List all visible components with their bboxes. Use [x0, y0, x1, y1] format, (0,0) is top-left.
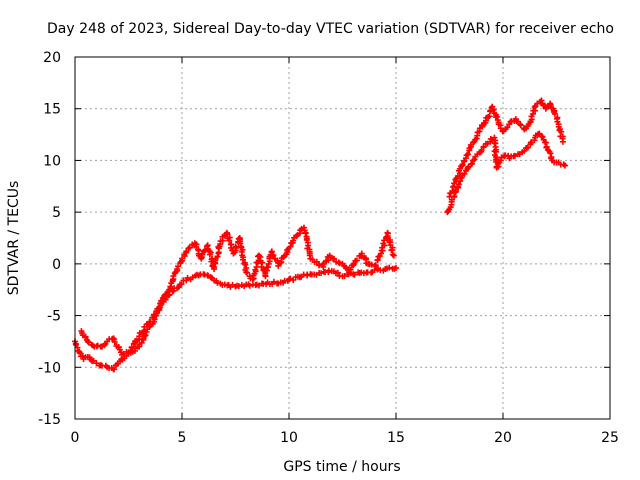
axis-ticks	[74, 56, 611, 420]
data-point	[341, 273, 348, 280]
y-tick-label: -10	[38, 360, 61, 376]
data-point	[380, 240, 387, 247]
data-point	[511, 152, 518, 159]
data-point	[111, 339, 118, 346]
data-points	[72, 97, 569, 373]
data-point	[449, 188, 456, 195]
data-point	[372, 262, 379, 269]
data-point	[262, 272, 269, 279]
x-tick-label: 15	[387, 430, 405, 446]
data-point	[178, 281, 185, 288]
data-series	[444, 130, 569, 216]
data-point	[524, 144, 531, 151]
data-point	[547, 150, 554, 157]
x-tick-label: 10	[280, 430, 298, 446]
x-tick-label: 0	[71, 430, 80, 446]
data-point	[142, 332, 149, 339]
data-point	[471, 156, 478, 163]
data-point	[184, 274, 191, 281]
data-point	[93, 360, 100, 367]
data-point	[334, 269, 341, 276]
grid-lines	[75, 57, 610, 419]
data-point	[547, 101, 554, 108]
data-point	[293, 233, 300, 240]
data-point	[551, 110, 558, 117]
y-axis-label: SDTVAR / TECUs	[6, 181, 22, 296]
data-point	[128, 344, 135, 351]
chart-title: Day 248 of 2023, Sidereal Day-to-day VTE…	[47, 21, 614, 37]
x-tick-label: 20	[494, 430, 512, 446]
data-point	[232, 243, 239, 250]
x-tick-labels: 0 5 10 15 20 25	[71, 430, 619, 446]
data-point	[335, 259, 342, 266]
data-point	[517, 122, 524, 129]
data-point	[347, 266, 354, 273]
y-tick-label: 5	[52, 205, 61, 221]
data-point	[246, 282, 253, 289]
data-point	[270, 252, 277, 259]
data-point	[559, 138, 566, 145]
x-tick-label: 5	[178, 430, 187, 446]
data-point	[249, 276, 256, 283]
data-point	[84, 338, 91, 345]
data-point	[208, 258, 215, 265]
data-point	[393, 264, 399, 271]
data-point	[528, 139, 535, 146]
data-series	[78, 224, 397, 358]
plot-frame	[74, 56, 611, 420]
data-point	[389, 251, 396, 258]
data-series	[72, 264, 399, 373]
data-point	[386, 264, 393, 271]
y-tick-label: 15	[43, 102, 61, 118]
data-point	[469, 160, 476, 167]
data-point	[174, 263, 181, 270]
data-point	[275, 262, 282, 269]
data-point	[464, 151, 471, 158]
data-point	[226, 237, 233, 244]
y-tick-label: 20	[43, 50, 61, 66]
data-point	[239, 256, 246, 263]
y-tick-label: -5	[47, 309, 61, 325]
y-tick-label: 10	[43, 153, 61, 169]
data-point	[353, 257, 360, 264]
y-tick-label: -15	[38, 412, 61, 428]
data-point	[111, 366, 118, 373]
data-point	[243, 269, 250, 276]
data-point	[498, 154, 505, 161]
data-point	[390, 252, 397, 259]
data-point	[85, 339, 92, 346]
data-point	[167, 283, 174, 290]
data-point	[235, 283, 242, 290]
data-point	[371, 262, 378, 269]
data-point	[241, 260, 248, 267]
data-point	[147, 318, 154, 325]
data-point	[504, 124, 511, 131]
data-point	[459, 161, 466, 168]
x-tick-label: 25	[601, 430, 619, 446]
y-tick-labels: -15 -10 -5 0 5 10 15 20	[38, 50, 61, 428]
data-point	[206, 251, 213, 258]
data-point	[351, 271, 358, 278]
x-axis-label: GPS time / hours	[283, 459, 400, 475]
data-point	[492, 148, 499, 155]
data-point	[270, 278, 277, 285]
data-point	[127, 347, 134, 354]
data-point	[138, 339, 145, 346]
data-point	[242, 261, 249, 268]
data-point	[211, 264, 218, 271]
data-point	[214, 253, 221, 260]
data-point	[94, 342, 101, 349]
data-series	[446, 97, 566, 200]
y-tick-label: 0	[52, 257, 61, 273]
data-point	[539, 133, 546, 140]
data-point	[446, 193, 453, 200]
data-point	[290, 237, 297, 244]
data-point	[562, 162, 569, 169]
data-point	[350, 261, 357, 268]
data-point	[480, 144, 487, 151]
data-point	[186, 244, 193, 251]
